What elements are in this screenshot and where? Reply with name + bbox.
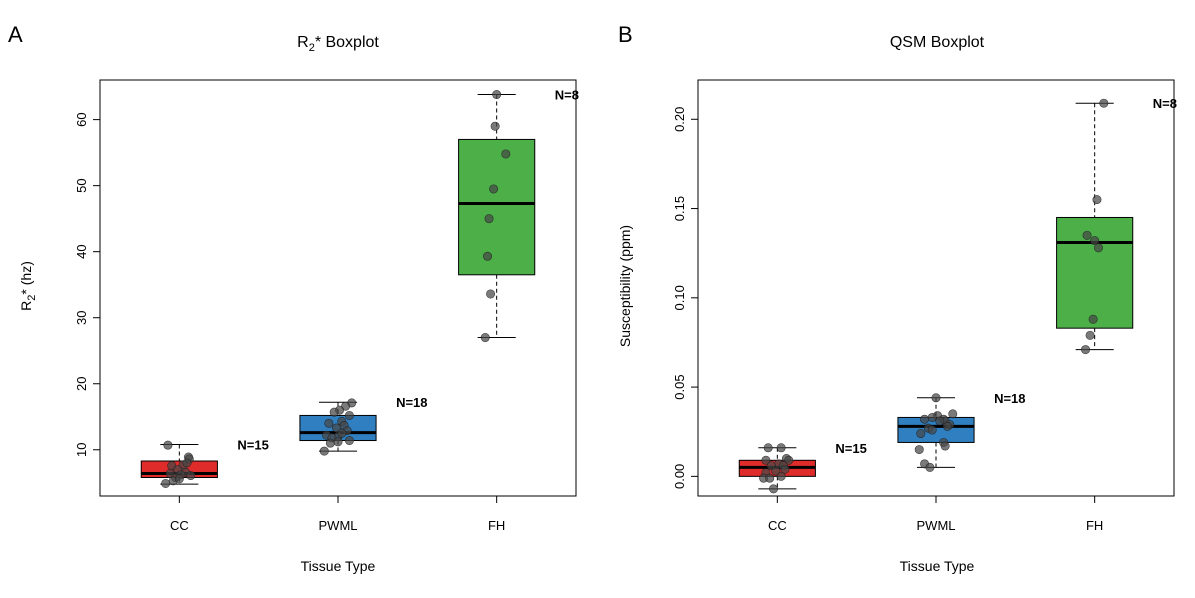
- data-point: [925, 462, 935, 472]
- y-tick-label-a-0: 10: [74, 443, 89, 457]
- data-point: [914, 445, 924, 455]
- x-tick-label-a-0: CC: [170, 518, 189, 533]
- data-point: [329, 407, 339, 417]
- chart-b-title: QSM Boxplot: [890, 34, 985, 51]
- x-tick-label-a-1: PWML: [319, 518, 358, 533]
- y-tick-label-a-4: 50: [74, 178, 89, 192]
- data-point: [940, 441, 950, 451]
- data-point: [344, 410, 354, 420]
- data-point: [319, 446, 329, 456]
- data-point: [484, 214, 494, 224]
- data-point: [1088, 314, 1098, 324]
- data-point: [761, 455, 771, 465]
- chart-a-title: R2* Boxplot: [297, 34, 379, 54]
- data-point: [1082, 230, 1092, 240]
- n-label-a-2: N=8: [555, 88, 579, 103]
- data-point: [480, 333, 490, 343]
- chart-b-ylabel: Susceptibility (ppm): [617, 225, 633, 347]
- chart-a-ylabel: R2* (hz): [18, 261, 38, 311]
- x-tick-label-b-1: PWML: [917, 518, 956, 533]
- y-tick-label-b-0: 0.00: [672, 464, 687, 489]
- box-b-pwml: N=18: [897, 391, 1026, 472]
- box-b-fh: N=8: [1056, 96, 1177, 355]
- y-tick-label-a-3: 40: [74, 244, 89, 258]
- data-point: [1090, 236, 1100, 246]
- y-tick-label-b-1: 0.05: [672, 374, 687, 399]
- panel-letter-b: B: [618, 22, 633, 47]
- data-point: [1081, 345, 1091, 355]
- plot-area-a: 10 20 30 40 50 60 CC PWML FH N=15 N=18 N=8: [74, 79, 579, 533]
- data-point: [927, 412, 937, 422]
- data-point: [344, 436, 354, 446]
- box-a-fh: N=8: [458, 88, 579, 343]
- n-label-b-0: N=15: [835, 441, 866, 456]
- data-point: [1092, 195, 1102, 205]
- data-point: [324, 418, 334, 428]
- box-body: [1056, 216, 1134, 329]
- data-point: [935, 416, 945, 426]
- data-point: [1085, 330, 1095, 340]
- x-tick-label-b-2: FH: [1086, 518, 1103, 533]
- plot-area-b: 0.00 0.05 0.10 0.15 0.20 CC PWML FH N=15 N=18 N=8: [672, 79, 1177, 533]
- y-tick-label-a-1: 20: [74, 377, 89, 391]
- n-label-a-1: N=18: [396, 395, 427, 410]
- data-point: [161, 478, 171, 488]
- panel-letter-a: A: [8, 22, 23, 47]
- chart-b-xlabel: Tissue Type: [900, 558, 975, 574]
- n-label-a-0: N=15: [237, 437, 268, 452]
- data-point: [331, 423, 341, 433]
- data-point: [492, 90, 502, 100]
- data-point: [776, 443, 786, 453]
- data-point: [931, 393, 941, 403]
- data-point: [769, 484, 779, 494]
- data-point: [174, 474, 184, 484]
- y-tick-label-a-2: 30: [74, 310, 89, 324]
- y-tick-label-b-4: 0.20: [672, 107, 687, 132]
- data-point: [501, 149, 511, 159]
- n-label-b-1: N=18: [994, 391, 1025, 406]
- box-b-cc: N=15: [738, 441, 867, 494]
- data-point: [771, 466, 781, 476]
- data-point: [325, 438, 335, 448]
- data-point: [927, 425, 937, 435]
- box-body: [458, 138, 536, 276]
- data-point: [784, 455, 794, 465]
- data-point: [486, 289, 496, 299]
- data-point: [163, 440, 173, 450]
- data-point: [337, 428, 347, 438]
- data-point: [483, 251, 493, 261]
- n-label-b-2: N=8: [1153, 96, 1177, 111]
- data-point: [1093, 243, 1103, 253]
- data-point: [490, 121, 500, 131]
- data-point: [920, 414, 930, 424]
- data-point: [489, 184, 499, 194]
- data-point: [948, 409, 958, 419]
- box-a-pwml: N=18: [299, 395, 428, 456]
- data-point: [942, 421, 952, 431]
- data-point: [776, 471, 786, 481]
- y-tick-label-a-5: 60: [74, 112, 89, 126]
- data-point: [182, 458, 192, 468]
- data-point: [780, 464, 790, 474]
- data-point: [763, 443, 773, 453]
- data-point: [186, 471, 196, 481]
- data-point: [333, 437, 343, 447]
- data-point: [765, 473, 775, 483]
- data-point: [916, 429, 926, 439]
- x-tick-label-b-0: CC: [768, 518, 787, 533]
- box-a-cc: N=15: [140, 437, 269, 488]
- chart-a-xlabel: Tissue Type: [301, 558, 376, 574]
- x-tick-label-a-2: FH: [488, 518, 505, 533]
- y-tick-label-b-2: 0.10: [672, 285, 687, 310]
- y-tick-label-b-3: 0.15: [672, 196, 687, 221]
- data-point: [1099, 98, 1109, 108]
